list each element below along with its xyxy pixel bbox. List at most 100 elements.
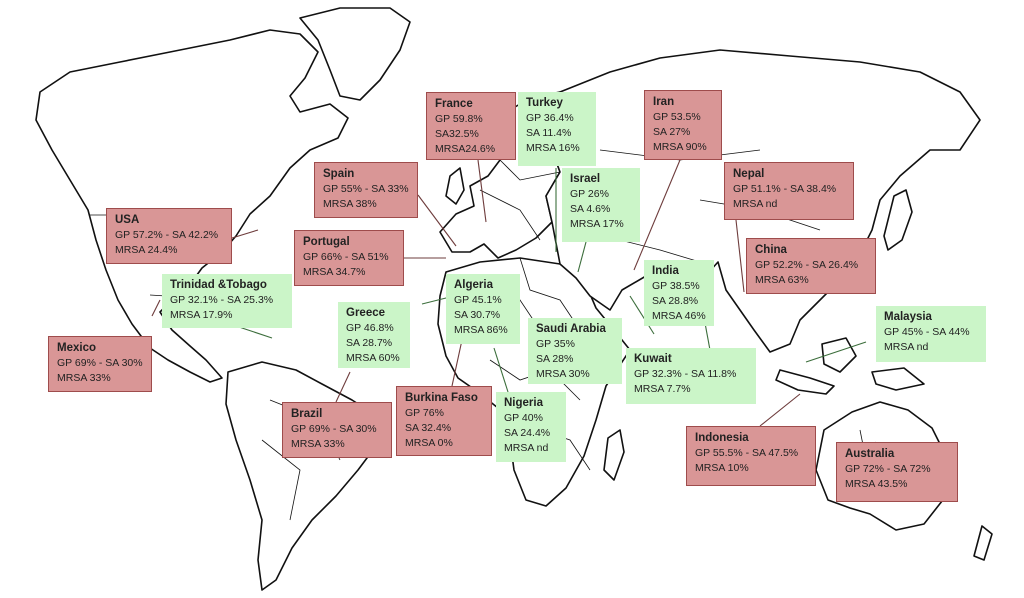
country-name: Indonesia bbox=[695, 432, 749, 444]
country-name: Brazil bbox=[291, 408, 323, 420]
country-name: Algeria bbox=[454, 279, 493, 291]
stat-line: GP 53.5% bbox=[653, 111, 701, 123]
stat-line: GP 26% bbox=[570, 188, 609, 200]
stat-line: GP 69% - SA 30% bbox=[291, 423, 377, 435]
country-name: Greece bbox=[346, 307, 386, 319]
country-name: Australia bbox=[845, 448, 895, 460]
country-name: China bbox=[755, 244, 787, 256]
country-name: Saudi Arabia bbox=[536, 323, 606, 335]
label-nigeria: Nigeria GP 40% SA 24.4% MRSA nd bbox=[496, 392, 566, 462]
label-iran: Iran GP 53.5% SA 27% MRSA 90% bbox=[644, 90, 722, 160]
stat-line: SA 27% bbox=[653, 126, 691, 138]
label-turkey: Turkey GP 36.4% SA 11.4% MRSA 16% bbox=[518, 92, 596, 166]
label-india: India GP 38.5% SA 28.8% MRSA 46% bbox=[644, 260, 714, 326]
stat-line: MRSA24.6% bbox=[435, 143, 496, 155]
stat-line: GP 45% - SA 44% bbox=[884, 326, 970, 338]
stat-line: SA 30.7% bbox=[454, 309, 501, 321]
north-america-landmass bbox=[35, 29, 349, 383]
borneo-landmass bbox=[821, 337, 857, 373]
stat-line: MRSA 38% bbox=[323, 198, 377, 210]
stat-line: MRSA nd bbox=[884, 341, 929, 353]
stat-line: GP 32.3% - SA 11.8% bbox=[634, 368, 737, 380]
label-usa: USA GP 57.2% - SA 42.2% MRSA 24.4% bbox=[106, 208, 232, 264]
label-israel: Israel GP 26% SA 4.6% MRSA 17% bbox=[562, 168, 640, 242]
label-saudi-arabia: Saudi Arabia GP 35% SA 28% MRSA 30% bbox=[528, 318, 622, 384]
label-malaysia: Malaysia GP 45% - SA 44% MRSA nd bbox=[876, 306, 986, 362]
japan-landmass bbox=[883, 189, 913, 251]
stat-line: GP 76% bbox=[405, 407, 444, 419]
stat-line: GP 59.8% bbox=[435, 113, 483, 125]
country-name: Israel bbox=[570, 173, 601, 185]
stat-line: MRSA nd bbox=[733, 198, 778, 210]
stat-line: MRSA 17% bbox=[570, 218, 624, 230]
stat-line: GP 72% - SA 72% bbox=[845, 463, 931, 475]
stat-line: MRSA 86% bbox=[454, 324, 508, 336]
label-china: China GP 52.2% - SA 26.4% MRSA 63% bbox=[746, 238, 876, 294]
stat-line: MRSA 43.5% bbox=[845, 478, 908, 490]
stat-line: SA32.5% bbox=[435, 128, 479, 140]
country-name: India bbox=[652, 265, 679, 277]
stat-line: GP 40% bbox=[504, 412, 543, 424]
stat-line: MRSA 17.9% bbox=[170, 309, 233, 321]
label-nepal: Nepal GP 51.1% - SA 38.4% MRSA nd bbox=[724, 162, 854, 220]
stat-line: GP 69% - SA 30% bbox=[57, 357, 143, 369]
stat-line: SA 24.4% bbox=[504, 427, 551, 439]
stat-line: GP 51.1% - SA 38.4% bbox=[733, 183, 837, 195]
stat-line: SA 28% bbox=[536, 353, 574, 365]
stat-line: GP 38.5% bbox=[652, 280, 700, 292]
stat-line: GP 36.4% bbox=[526, 112, 574, 124]
stat-line: MRSA 24.4% bbox=[115, 244, 178, 256]
stat-line: GP 55.5% - SA 47.5% bbox=[695, 447, 799, 459]
uk-landmass bbox=[445, 167, 465, 205]
label-algeria: Algeria GP 45.1% SA 30.7% MRSA 86% bbox=[446, 274, 520, 344]
stat-line: MRSA 63% bbox=[755, 274, 809, 286]
south-america-landmass bbox=[225, 361, 381, 591]
stat-line: MRSA 0% bbox=[405, 437, 453, 449]
stat-line: SA 28.7% bbox=[346, 337, 393, 349]
stat-line: MRSA 33% bbox=[57, 372, 111, 384]
country-name: Iran bbox=[653, 96, 675, 108]
label-kuwait: Kuwait GP 32.3% - SA 11.8% MRSA 7.7% bbox=[626, 348, 756, 404]
stat-line: GP 32.1% - SA 25.3% bbox=[170, 294, 274, 306]
stat-line: GP 35% bbox=[536, 338, 575, 350]
stat-line: GP 45.1% bbox=[454, 294, 502, 306]
new-zealand-landmass bbox=[973, 525, 993, 561]
stat-line: GP 57.2% - SA 42.2% bbox=[115, 229, 219, 241]
label-trinidad-tobago: Trinidad &Tobago GP 32.1% - SA 25.3% MRS… bbox=[162, 274, 292, 328]
label-indonesia: Indonesia GP 55.5% - SA 47.5% MRSA 10% bbox=[686, 426, 816, 486]
label-greece: Greece GP 46.8% SA 28.7% MRSA 60% bbox=[338, 302, 410, 368]
country-name: Kuwait bbox=[634, 353, 672, 365]
stat-line: SA 4.6% bbox=[570, 203, 611, 215]
country-name: Turkey bbox=[526, 97, 563, 109]
stat-line: MRSA nd bbox=[504, 442, 549, 454]
country-name: France bbox=[435, 98, 473, 110]
stat-line: MRSA 46% bbox=[652, 310, 706, 322]
country-name: Spain bbox=[323, 168, 355, 180]
label-australia: Australia GP 72% - SA 72% MRSA 43.5% bbox=[836, 442, 958, 502]
stat-line: MRSA 16% bbox=[526, 142, 580, 154]
indonesia-landmass bbox=[775, 369, 835, 395]
stat-line: MRSA 30% bbox=[536, 368, 590, 380]
country-name: Burkina Faso bbox=[405, 392, 478, 404]
stat-line: GP 46.8% bbox=[346, 322, 394, 334]
label-mexico: Mexico GP 69% - SA 30% MRSA 33% bbox=[48, 336, 152, 392]
country-name: Trinidad &Tobago bbox=[170, 279, 267, 291]
stat-line: MRSA 33% bbox=[291, 438, 345, 450]
country-name: Portugal bbox=[303, 236, 350, 248]
stat-line: SA 11.4% bbox=[526, 127, 572, 139]
new-guinea-landmass bbox=[871, 367, 925, 391]
stat-line: GP 66% - SA 51% bbox=[303, 251, 389, 263]
greenland-landmass bbox=[299, 7, 411, 101]
label-portugal: Portugal GP 66% - SA 51% MRSA 34.7% bbox=[294, 230, 404, 286]
label-burkina-faso: Burkina Faso GP 76% SA 32.4% MRSA 0% bbox=[396, 386, 492, 456]
stat-line: GP 52.2% - SA 26.4% bbox=[755, 259, 859, 271]
stat-line: MRSA 10% bbox=[695, 462, 749, 474]
stat-line: MRSA 90% bbox=[653, 141, 707, 153]
stat-line: SA 32.4% bbox=[405, 422, 452, 434]
stat-line: SA 28.8% bbox=[652, 295, 699, 307]
country-name: USA bbox=[115, 214, 140, 226]
label-brazil: Brazil GP 69% - SA 30% MRSA 33% bbox=[282, 402, 392, 458]
country-name: Mexico bbox=[57, 342, 96, 354]
stat-line: MRSA 34.7% bbox=[303, 266, 366, 278]
country-name: Malaysia bbox=[884, 311, 932, 323]
